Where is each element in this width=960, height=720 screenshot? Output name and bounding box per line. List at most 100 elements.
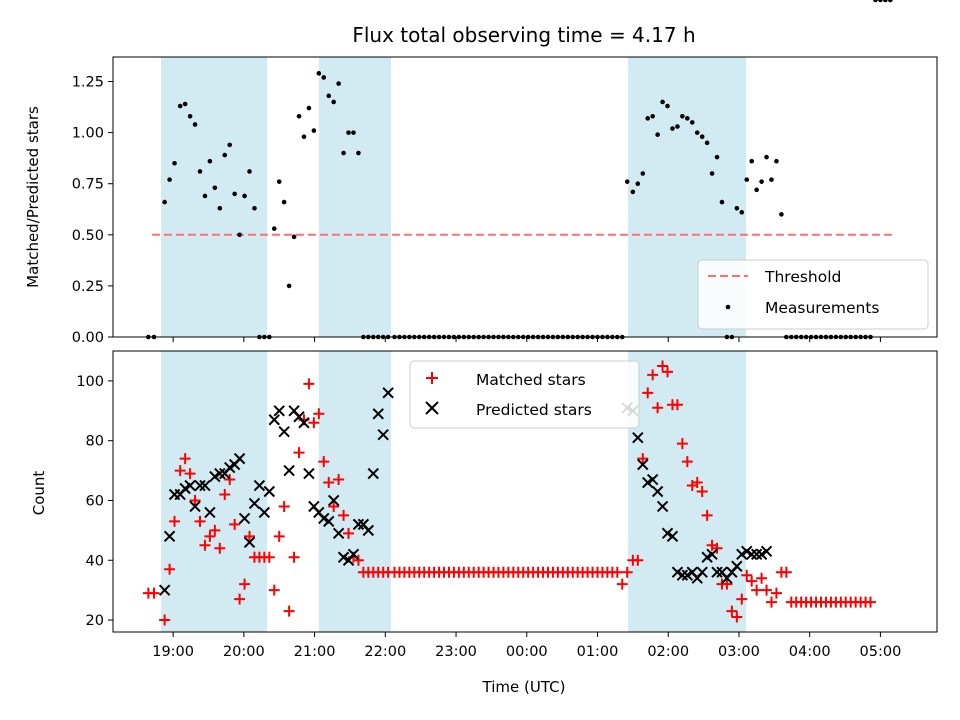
measurement-point [252, 205, 257, 211]
measurement-point [172, 160, 177, 166]
measurement-point [873, 0, 878, 3]
measurement-point [331, 99, 336, 105]
measurement-point [624, 179, 630, 184]
measurement-point [769, 177, 774, 182]
matched-star-point [244, 530, 256, 542]
measurement-point [286, 283, 292, 289]
measurement-point [774, 158, 779, 164]
predicted-star-point [760, 545, 773, 557]
top-observing-window [318, 57, 391, 337]
predicted-star-point [268, 414, 280, 426]
measurement-point [714, 154, 720, 160]
predicted-star-point [278, 426, 290, 438]
x-tick-label: 20:00 [223, 644, 265, 660]
measurement-point [341, 150, 346, 156]
top-axes-frame [112, 56, 938, 338]
predicted-star-point [332, 527, 345, 540]
bottom-y-tick-label: 80 [86, 434, 104, 450]
matched-star-point [278, 500, 290, 512]
predicted-star-point [651, 485, 664, 498]
matched-star-point [780, 566, 792, 578]
matched-star-point [288, 551, 300, 563]
matched-star-point [179, 453, 191, 465]
top-legend: Threshold Measurements [697, 259, 929, 330]
predicted-star-point [248, 497, 261, 510]
measurement-point [197, 169, 203, 174]
matched-star-point [681, 456, 693, 468]
matched-star-point [652, 402, 664, 414]
measurement-point [296, 113, 302, 119]
predicted-star-point [367, 467, 379, 480]
measurement-point [217, 205, 223, 211]
matched-star-point [323, 477, 335, 489]
predicted-star-point [303, 467, 315, 480]
bottom-observing-window [318, 351, 391, 632]
measurement-point [665, 103, 670, 109]
matched-star-point [352, 554, 364, 566]
matched-star-point [229, 518, 241, 530]
measurement-point [177, 103, 183, 109]
bottom-y-tick-label: 20 [86, 613, 104, 629]
measurement-point [301, 134, 307, 140]
bottom-y-tick-label: 40 [86, 553, 104, 569]
measurement-point [744, 177, 750, 182]
measurement-point [764, 154, 769, 160]
x-tick-label: 21:00 [294, 644, 336, 660]
measurement-point [754, 187, 759, 193]
measurement-point [182, 101, 188, 107]
matched-star-point [318, 456, 330, 468]
measurement-point [719, 199, 725, 205]
predicted-star-point [347, 548, 360, 560]
measurement-point [311, 128, 317, 133]
matched-star-point [273, 530, 285, 542]
measurement-point [162, 199, 167, 205]
bottom-y-tick-label: 100 [76, 374, 104, 390]
measurement-point [660, 99, 665, 105]
bottom-series-predicted-stars [160, 388, 773, 596]
matched-star-point [701, 509, 713, 521]
top-y-tick-label: 0.00 [72, 330, 104, 346]
measurement-point [670, 126, 675, 131]
predicted-star-point [184, 479, 196, 492]
matched-star-point [214, 542, 226, 554]
predicted-star-point [253, 479, 266, 492]
matched-star-point [268, 584, 280, 596]
bottom-y-tick-label: 60 [86, 493, 104, 509]
measurement-point [630, 189, 636, 195]
measurement-point [202, 193, 208, 199]
predicted-star-point [711, 566, 723, 578]
bottom-legend: Matched stars Predicted stars [409, 360, 640, 429]
measurement-point [271, 226, 277, 231]
matched-star-point [313, 408, 325, 420]
measurement-point [326, 93, 332, 99]
matched-star-point [263, 551, 275, 563]
measurement-point [207, 158, 213, 164]
predicted-star-point [656, 500, 669, 513]
legend-predicted-label: Predicted stars [476, 401, 592, 419]
matched-star-point [308, 417, 320, 429]
matched-star-point [159, 614, 171, 626]
top-y-tick-label: 1.25 [72, 75, 104, 91]
predicted-star-point [372, 408, 384, 420]
matched-star-point [721, 578, 733, 590]
matched-star-point [696, 486, 708, 497]
matched-star-point [164, 563, 176, 575]
measurement-point [709, 171, 715, 176]
predicted-star-point [352, 518, 365, 531]
x-tick-label: 05:00 [860, 644, 902, 660]
count-panel: 20 40 60 80 100 19:00 20:00 21:00 22:00 23:00 00:0… [76, 351, 938, 660]
matched-star-point [865, 596, 877, 608]
bottom-legend-box [409, 360, 640, 429]
matched-star-point [761, 584, 773, 596]
measurement-point [635, 181, 641, 187]
measurement-point [685, 116, 690, 121]
chart-title: Flux total observing time = 4.17 h [352, 23, 695, 47]
measurement-point [276, 179, 282, 184]
measurement-point [704, 140, 710, 146]
predicted-star-point [637, 458, 649, 471]
x-tick-label: 03:00 [718, 644, 760, 660]
measurement-point [291, 234, 297, 240]
measurement-point [192, 122, 198, 127]
measurement-point [739, 210, 745, 215]
ratio-panel: 0.00 0.25 0.50 0.75 1.00 1.25 [72, 0, 938, 346]
